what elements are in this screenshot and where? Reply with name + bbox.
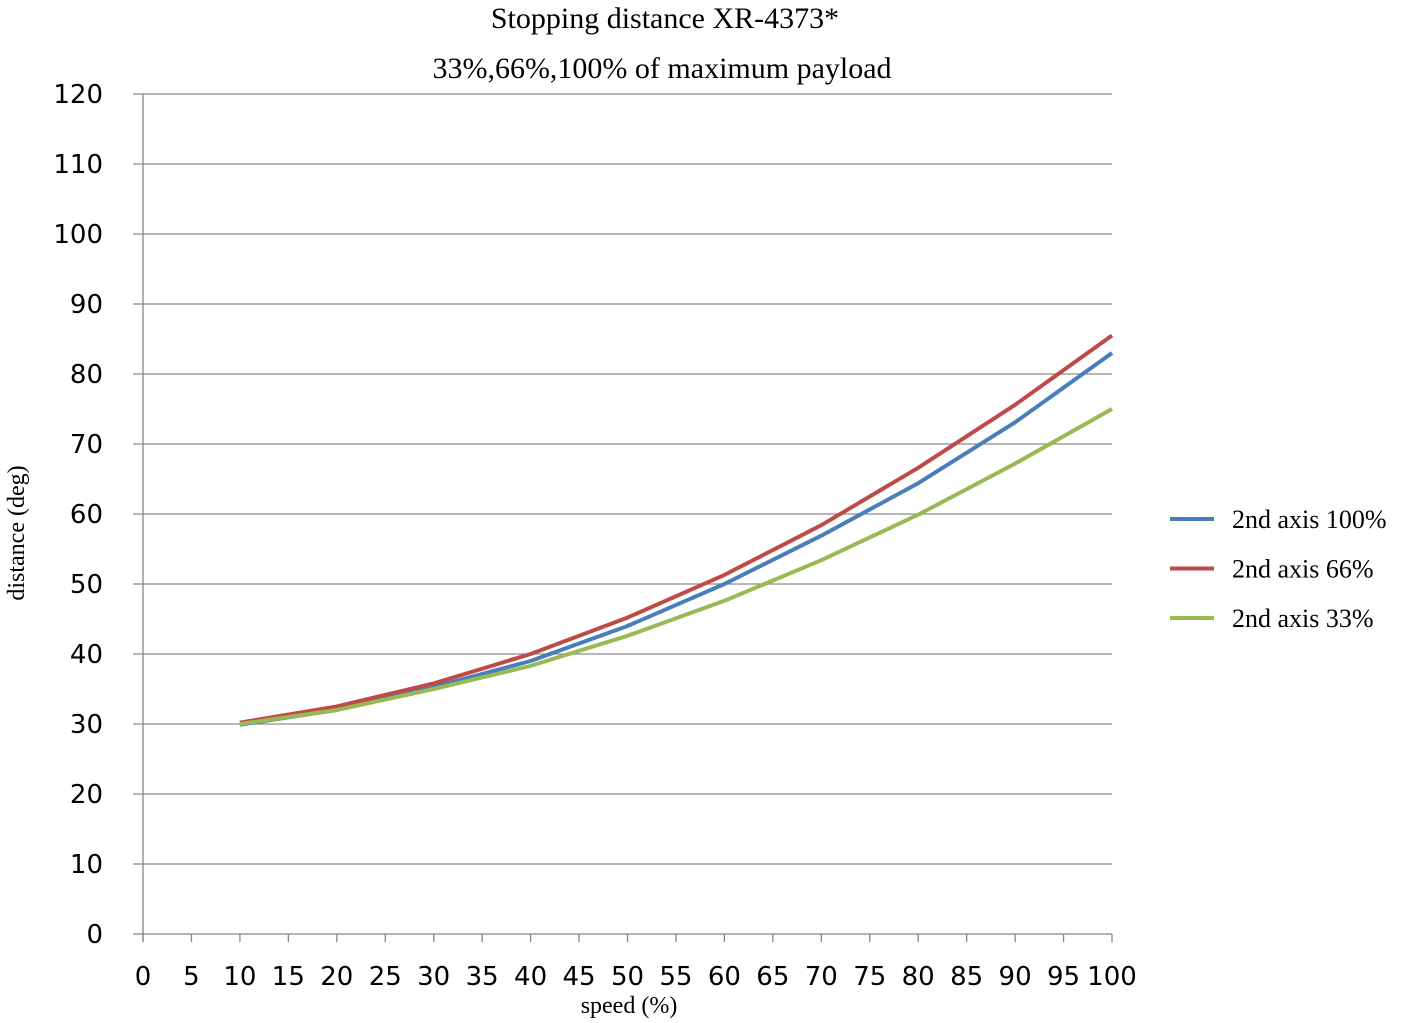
x-tick-label: 75 [853,962,886,992]
x-tick-label: 0 [135,962,152,992]
x-tick-label: 55 [659,962,692,992]
x-tick-label: 45 [563,962,596,992]
legend-label: 2nd axis 100% [1232,505,1387,534]
y-axis-label: distance (deg) [4,465,30,600]
x-tick-label: 95 [1047,962,1080,992]
legend-label: 2nd axis 66% [1232,555,1374,584]
x-tick-label: 15 [272,962,305,992]
x-tick-label: 60 [708,962,741,992]
y-tick-label: 120 [53,80,103,110]
x-tick-label: 70 [805,962,838,992]
y-tick-label: 10 [70,850,103,880]
legend-label: 2nd axis 33% [1232,604,1374,633]
series-line [239,333,1114,725]
x-tick-label: 80 [902,962,935,992]
y-tick-label: 70 [70,430,103,460]
x-tick-label: 40 [514,962,547,992]
y-tick-label: 0 [86,920,103,950]
x-tick-label: 35 [466,962,499,992]
y-tick-label: 40 [70,640,103,670]
y-tick-label: 60 [70,500,103,530]
y-tick-label: 90 [70,290,103,320]
y-tick-label: 30 [70,710,103,740]
series-line [239,407,1113,726]
chart-subtitle: 33%,66%,100% of maximum payload [432,52,891,85]
x-tick-label: 50 [611,962,644,992]
x-tick-label: 20 [320,962,353,992]
y-tick-label: 20 [70,780,103,810]
y-tick-label: 50 [70,570,103,600]
y-tick-label: 100 [53,220,103,250]
x-tick-label: 90 [999,962,1032,992]
y-tick-label: 80 [70,360,103,390]
y-tick-label: 110 [53,150,103,180]
series-line [239,351,1114,727]
x-tick-label: 5 [183,962,200,992]
x-tick-label: 65 [756,962,789,992]
chart-title: Stopping distance XR-4373* [491,2,839,35]
x-axis-label: speed (%) [581,993,678,1019]
x-tick-label: 10 [223,962,256,992]
x-tick-label: 30 [417,962,450,992]
x-tick-label: 85 [950,962,983,992]
x-tick-label: 25 [369,962,402,992]
x-tick-label: 100 [1087,962,1137,992]
